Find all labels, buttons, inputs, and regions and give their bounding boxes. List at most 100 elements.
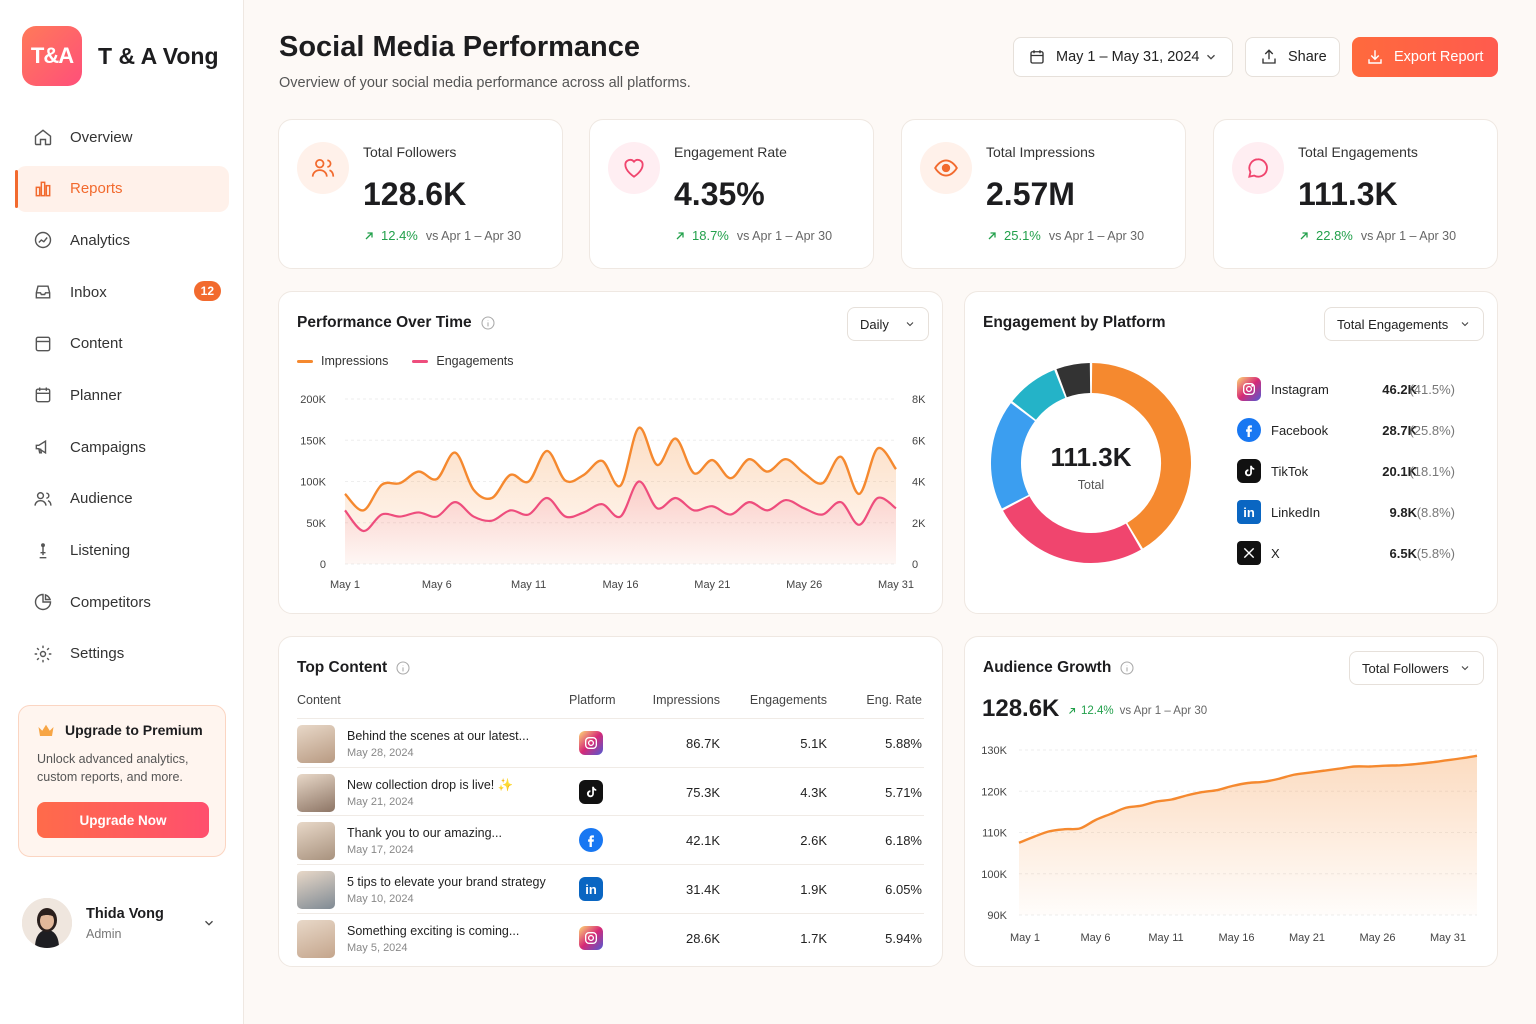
platform-row-instagram[interactable]: Instagram 46.2K (41.5%)	[1237, 376, 1479, 402]
x-tick-label: May 26	[1359, 932, 1395, 944]
sidebar-item-campaigns[interactable]: Campaigns	[16, 424, 229, 470]
heart-icon	[608, 142, 660, 194]
arrow-up-right-icon	[365, 231, 373, 239]
engagement-metric-select[interactable]: Total Engagements	[1324, 307, 1484, 341]
brand[interactable]: T&A T & A Vong	[22, 26, 219, 86]
sidebar-item-listening[interactable]: Listening	[16, 528, 229, 574]
content-icon	[32, 333, 54, 355]
info-icon[interactable]	[395, 660, 411, 676]
table-row[interactable]: Something exciting is coming... May 5, 20…	[297, 912, 924, 962]
instagram-icon	[579, 925, 603, 950]
x-tick-label: May 21	[1289, 932, 1325, 944]
content-date: May 21, 2024	[347, 795, 414, 808]
bar-chart-icon	[32, 178, 54, 200]
kpi-value: 4.35%	[674, 176, 765, 212]
table-row[interactable]: 5 tips to elevate your brand strategy May…	[297, 864, 924, 913]
upgrade-title-text: Upgrade to Premium	[65, 722, 203, 738]
linkedin-icon: in	[579, 877, 603, 902]
column-header-content[interactable]: Content	[297, 693, 341, 707]
legend-item-engagements[interactable]: Engagements	[412, 354, 514, 368]
content-thumbnail	[297, 919, 335, 958]
engagement-metric-value: Total Engagements	[1337, 316, 1449, 332]
column-header-engagements[interactable]: Engagements	[749, 693, 827, 707]
y-tick-label: 120K	[981, 786, 1007, 798]
arrow-up-right-icon	[676, 231, 684, 239]
table-row[interactable]: New collection drop is live! ✨ May 21, 20…	[297, 766, 924, 816]
user-profile[interactable]: Thida Vong Admin	[22, 898, 222, 948]
arrow-up-right-icon	[1069, 707, 1076, 714]
kpi-label: Total Impressions	[986, 144, 1095, 160]
chevron-down-icon[interactable]	[202, 916, 216, 930]
platform-value: 28.7K	[1382, 422, 1417, 438]
platform-row-tiktok[interactable]: TikTok 20.1K (18.1%)	[1237, 458, 1479, 484]
platform-value: 20.1K	[1382, 463, 1417, 479]
platform-row-linkedin[interactable]: in LinkedIn 9.8K (8.8%)	[1237, 499, 1479, 525]
x-icon	[1237, 541, 1261, 565]
audience-delta-value: 12.4%	[1081, 705, 1114, 717]
kpi-delta: 25.1% vs Apr 1 – Apr 30	[986, 228, 1144, 243]
column-header-platform[interactable]: Platform	[569, 693, 616, 707]
content-thumbnail	[297, 871, 335, 910]
kpi-label: Total Engagements	[1298, 144, 1418, 160]
export-report-button[interactable]: Export Report	[1352, 37, 1498, 77]
granularity-value: Daily	[860, 316, 889, 332]
column-header-impressions[interactable]: Impressions	[652, 693, 720, 707]
content-eng-rate: 5.88%	[885, 736, 922, 751]
platform-row-facebook[interactable]: Facebook 28.7K (25.8%)	[1237, 417, 1479, 443]
info-icon[interactable]	[480, 315, 496, 331]
kpi-value: 2.57M	[986, 176, 1075, 212]
sidebar-nav: Overview Reports Analytics Inbox 12 Cont…	[15, 114, 229, 683]
content-title: Thank you to our amazing...	[347, 826, 502, 841]
instagram-icon	[1237, 377, 1261, 401]
platform-pct: (18.1%)	[1409, 463, 1455, 479]
kpi-delta-value: 18.7%	[692, 228, 729, 243]
y-right-tick-label: 8K	[912, 394, 926, 406]
content-eng-rate: 5.94%	[885, 930, 922, 946]
y-left-tick-label: 150K	[300, 435, 326, 447]
content-thumbnail	[297, 822, 335, 861]
content-impressions: 75.3K	[686, 784, 720, 800]
sidebar-item-planner[interactable]: Planner	[16, 372, 229, 418]
donut-slice-linkedin	[1012, 370, 1066, 421]
facebook-icon	[579, 828, 603, 853]
tiktok-icon	[579, 779, 603, 804]
sidebar-item-overview[interactable]: Overview	[16, 114, 229, 160]
sidebar-item-reports[interactable]: Reports	[15, 165, 229, 212]
column-header-eng-rate[interactable]: Eng. Rate	[866, 693, 922, 707]
kpi-card-engagements: Total Engagements 111.3K 22.8% vs Apr 1 …	[1213, 119, 1498, 269]
pie-icon	[32, 591, 54, 613]
sidebar-item-inbox[interactable]: Inbox 12	[16, 269, 229, 315]
platform-row-x[interactable]: X 6.5K (5.8%)	[1237, 540, 1479, 566]
x-tick-label: May 11	[511, 579, 546, 591]
content-date: May 5, 2024	[347, 941, 408, 954]
share-icon	[1262, 49, 1276, 64]
table-row[interactable]: Thank you to our amazing... May 17, 2024 4…	[297, 815, 924, 864]
kpi-label: Engagement Rate	[674, 144, 787, 160]
sidebar-item-competitors[interactable]: Competitors	[16, 579, 229, 625]
upgrade-now-button[interactable]: Upgrade Now	[37, 802, 209, 838]
content-title: Behind the scenes at our latest...	[347, 729, 530, 743]
followers-area	[1019, 755, 1477, 915]
instagram-icon	[579, 731, 603, 755]
sidebar-item-settings[interactable]: Settings	[16, 631, 229, 677]
user-info: Thida Vong Admin	[86, 906, 164, 941]
sidebar-item-content[interactable]: Content	[16, 321, 229, 367]
chevron-down-icon	[1461, 666, 1469, 671]
kpi-card-engagement-rate: Engagement Rate 4.35% 18.7% vs Apr 1 – A…	[589, 119, 874, 269]
info-icon[interactable]	[1119, 660, 1135, 676]
sidebar-item-audience[interactable]: Audience	[16, 476, 229, 522]
y-right-tick-label: 0	[912, 559, 918, 571]
table-row[interactable]: Behind the scenes at our latest... May 28…	[297, 718, 924, 767]
sidebar-item-analytics[interactable]: Analytics	[16, 217, 229, 263]
audience-metric-select[interactable]: Total Followers	[1349, 651, 1484, 685]
date-range-picker[interactable]: May 1 – May 31, 2024	[1013, 37, 1233, 77]
home-icon	[32, 126, 54, 148]
performance-title: Performance Over Time	[297, 314, 496, 332]
share-button[interactable]: Share	[1245, 37, 1340, 77]
platform-name: X	[1271, 545, 1280, 561]
donut-slice-facebook	[1003, 495, 1141, 563]
legend-item-impressions[interactable]: Impressions	[297, 354, 388, 368]
platform-name: TikTok	[1271, 463, 1309, 479]
granularity-select[interactable]: Daily	[847, 307, 929, 341]
